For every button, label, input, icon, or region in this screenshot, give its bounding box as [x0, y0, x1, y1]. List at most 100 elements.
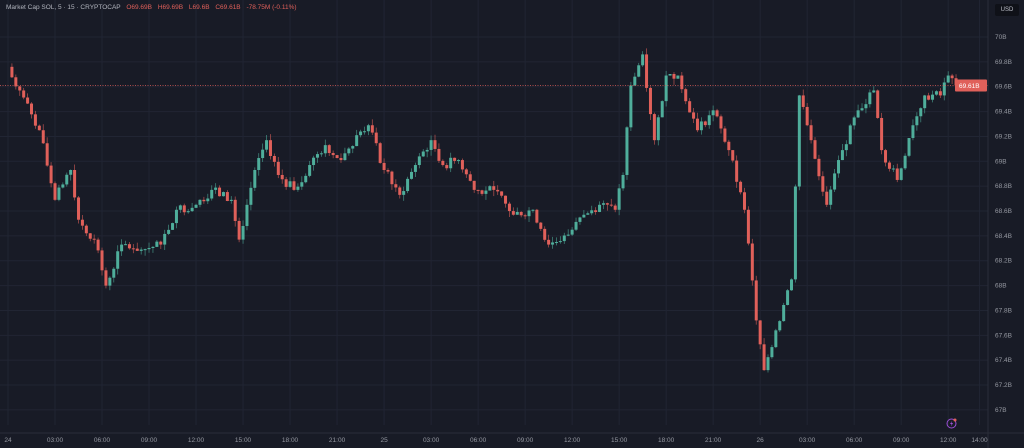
candle-body	[460, 160, 464, 170]
candle-body	[856, 110, 860, 118]
candle-body	[746, 209, 750, 244]
candle-body	[934, 91, 938, 95]
candle-body	[582, 214, 586, 218]
x-tick-label: 06:00	[94, 437, 111, 444]
candle-body	[26, 97, 30, 104]
candle-body	[261, 149, 265, 159]
candle-body	[868, 92, 872, 105]
candle-body	[578, 217, 582, 222]
x-tick-label: 18:00	[658, 437, 675, 444]
candle-body	[480, 190, 484, 194]
candle-body	[300, 182, 304, 187]
chart-legend: Market Cap SOL, 5 · 15 · CRYPTOCAP O69.6…	[6, 4, 297, 11]
candle-body	[206, 198, 210, 202]
x-tick-label: 14:00	[971, 437, 988, 444]
candle-body	[496, 189, 500, 192]
candle-body	[558, 241, 562, 243]
alert-bolt-icon[interactable]	[946, 418, 957, 429]
candle-body	[22, 90, 26, 98]
candle-body	[817, 158, 821, 177]
candle-body	[88, 233, 92, 239]
candle-body	[931, 94, 935, 100]
candle-body	[457, 160, 461, 162]
x-tick-label: 12:00	[188, 437, 205, 444]
symbol-label: Market Cap SOL, 5 · 15 · CRYPTOCAP	[6, 4, 121, 11]
candle-body	[433, 140, 437, 149]
candle-body	[938, 91, 942, 96]
candle-body	[100, 250, 104, 271]
candle-body	[551, 242, 555, 245]
x-tick-label: 12:00	[940, 437, 957, 444]
candle-body	[754, 280, 758, 321]
candle-body	[441, 160, 445, 166]
candle-body	[33, 114, 37, 126]
candle-body	[731, 150, 735, 161]
high-value: H69.69B	[157, 4, 184, 11]
candle-body	[245, 204, 249, 226]
x-tick-label: 03:00	[423, 437, 440, 444]
candle-body	[65, 174, 69, 185]
candle-body	[656, 117, 660, 141]
candle-body	[73, 170, 77, 198]
candle-body	[53, 183, 57, 200]
candle-body	[950, 75, 954, 79]
candle-body	[899, 168, 903, 180]
candle-body	[833, 173, 837, 190]
candle-body	[174, 209, 178, 224]
candle-body	[131, 248, 135, 250]
x-tick-label: 03:00	[47, 437, 64, 444]
y-tick-label: 67.8B	[995, 307, 1012, 314]
candle-body	[645, 54, 649, 88]
candle-body	[590, 210, 594, 214]
y-tick-label: 67B	[995, 407, 1007, 414]
candle-body	[719, 116, 723, 129]
candle-body	[194, 204, 198, 208]
candle-body	[844, 144, 848, 151]
candle-body	[366, 125, 370, 132]
candle-body	[884, 150, 888, 163]
y-tick-label: 67.4B	[995, 357, 1012, 364]
candle-body	[609, 204, 613, 206]
candle-body	[923, 95, 927, 109]
candle-body	[186, 211, 190, 213]
candle-body	[672, 73, 676, 79]
open-value: O69.69B	[126, 4, 152, 11]
x-tick-label: 24	[4, 437, 12, 444]
candle-body	[10, 66, 14, 78]
candle-body	[707, 115, 711, 126]
low-value: L69.6B	[188, 4, 210, 11]
candle-body	[919, 108, 923, 117]
candle-body	[500, 191, 504, 196]
candle-body	[574, 221, 578, 230]
candle-body	[801, 95, 805, 107]
x-tick-label: 21:00	[329, 437, 346, 444]
candle-body	[864, 104, 868, 109]
candle-body	[198, 199, 202, 205]
candle-body	[876, 90, 880, 118]
candle-body	[308, 165, 312, 176]
candle-body	[601, 203, 605, 205]
candle-body	[139, 249, 143, 251]
candle-body	[848, 125, 852, 145]
candle-body	[288, 181, 292, 187]
x-tick-label: 26	[757, 437, 765, 444]
candle-body	[778, 321, 782, 331]
candle-body	[355, 135, 359, 147]
x-tick-label: 18:00	[282, 437, 299, 444]
candle-body	[742, 192, 746, 210]
candle-body	[272, 155, 276, 162]
candle-body	[335, 155, 339, 159]
candle-body	[598, 204, 602, 212]
candle-body	[202, 199, 206, 202]
candle-body	[774, 330, 778, 348]
candle-body	[735, 160, 739, 182]
x-tick-label: 09:00	[517, 437, 534, 444]
last-price-badge	[955, 79, 987, 92]
candle-body	[362, 131, 366, 133]
currency-button[interactable]: USD	[995, 4, 1019, 16]
candle-body	[167, 229, 171, 234]
candle-body	[218, 187, 222, 197]
candle-body	[429, 140, 433, 150]
candle-body	[225, 192, 229, 201]
